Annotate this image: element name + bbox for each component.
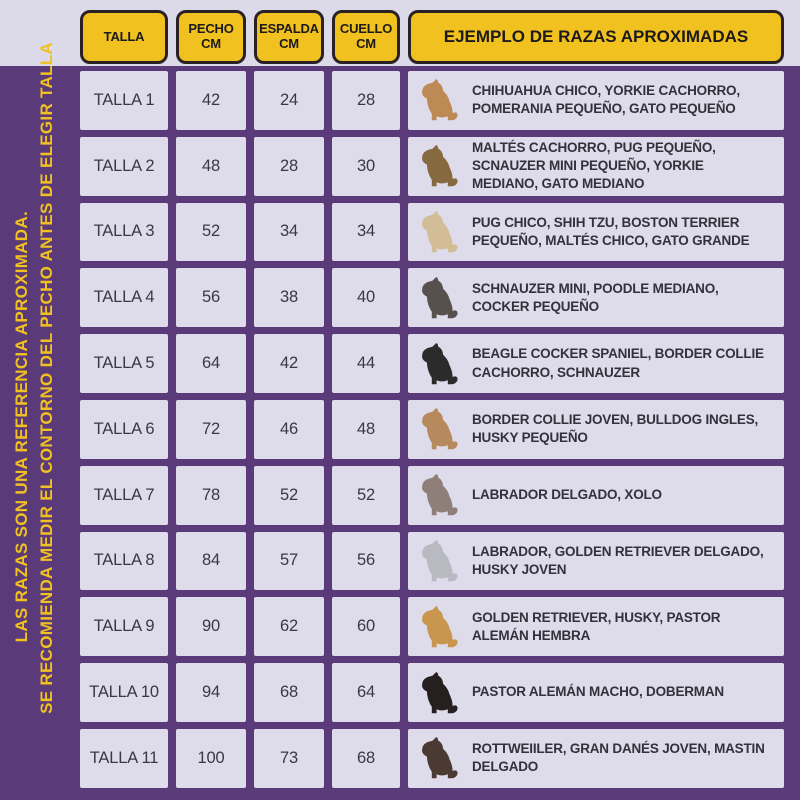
pecho-cell: 84 [176,531,246,591]
header-talla: TALLA [80,10,168,64]
talla-cell: TALLA 9 [80,597,168,657]
breeds-cell: GOLDEN RETRIEVER, HUSKY, PASTOR ALEMÁN H… [408,597,784,657]
breeds-cell: LABRADOR, GOLDEN RETRIEVER DELGADO, HUSK… [408,531,784,591]
breeds-text: PASTOR ALEMÁN MACHO, DOBERMAN [472,684,724,700]
breeds-cell: ROTTWEIILER, GRAN DANÉS JOVEN, MASTIN DE… [408,728,784,788]
header-pecho-label: PECHO [188,21,234,37]
breeds-text: GOLDEN RETRIEVER, HUSKY, PASTOR ALEMÁN H… [472,609,721,643]
talla-cell: TALLA 8 [80,531,168,591]
sidebar-note-line1: LAS RAZAS SON UNA REFERENCIA APROXIMADA. [12,210,31,642]
cuello-cell: 40 [332,268,400,328]
chihuahua-icon [418,76,460,124]
espalda-cell: 73 [254,728,324,788]
talla-cell: TALLA 6 [80,399,168,459]
cuello-cell: 52 [332,465,400,525]
cuello-cell: 48 [332,399,400,459]
talla-cell: TALLA 4 [80,268,168,328]
espalda-cell: 46 [254,399,324,459]
breeds-text: BORDER COLLIE JOVEN, BULLDOG INGLES, HUS… [472,412,759,446]
header-espalda: ESPALDA CM [254,10,324,64]
espalda-cell: 28 [254,136,324,196]
header-ejemplo: EJEMPLO DE RAZAS APROXIMADAS [408,10,784,64]
breeds-text: ROTTWEIILER, GRAN DANÉS JOVEN, MASTIN DE… [472,741,765,775]
dalmatian-icon [418,537,460,585]
espalda-cell: 57 [254,531,324,591]
espalda-cell: 52 [254,465,324,525]
yorkie-icon [418,142,460,190]
breeds-cell: PUG CHICO, SHIH TZU, BOSTON TERRIER PEQU… [408,202,784,262]
pecho-cell: 100 [176,728,246,788]
talla-cell: TALLA 11 [80,728,168,788]
header-espalda-unit: CM [279,36,299,51]
breeds-cell: BORDER COLLIE JOVEN, BULLDOG INGLES, HUS… [408,399,784,459]
breeds-text: SCHNAUZER MINI, POODLE MEDIANO, COCKER P… [472,280,719,314]
header-cuello-unit: CM [356,36,376,51]
pecho-cell: 56 [176,268,246,328]
cuello-cell: 60 [332,597,400,657]
talla-cell: TALLA 2 [80,136,168,196]
header-ejemplo-label: EJEMPLO DE RAZAS APROXIMADAS [443,27,749,47]
pecho-cell: 72 [176,399,246,459]
pecho-cell: 48 [176,136,246,196]
espalda-cell: 62 [254,597,324,657]
header-pecho-unit: CM [201,36,221,51]
pecho-cell: 64 [176,334,246,393]
breeds-text: MALTÉS CACHORRO, PUG PEQUEÑO, SCNAUZER M… [472,139,716,192]
header-cuello-label: CUELLO [339,21,393,37]
breeds-cell: MALTÉS CACHORRO, PUG PEQUEÑO, SCNAUZER M… [408,136,784,196]
espalda-cell: 38 [254,268,324,328]
pecho-cell: 94 [176,663,246,722]
espalda-cell: 34 [254,202,324,262]
breeds-cell: LABRADOR DELGADO, XOLO [408,465,784,525]
cuello-cell: 34 [332,202,400,262]
xolo-icon [418,471,460,519]
talla-cell: TALLA 7 [80,465,168,525]
espalda-cell: 24 [254,71,324,130]
pecho-cell: 78 [176,465,246,525]
shih-tzu-icon [418,208,460,256]
breeds-cell: BEAGLE COCKER SPANIEL, BORDER COLLIE CAC… [408,334,784,393]
cuello-cell: 28 [332,71,400,130]
breeds-cell: PASTOR ALEMÁN MACHO, DOBERMAN [408,663,784,722]
espalda-cell: 42 [254,334,324,393]
talla-cell: TALLA 1 [80,71,168,130]
cuello-cell: 56 [332,531,400,591]
breeds-cell: CHIHUAHUA CHICO, YORKIE CACHORRO, POMERA… [408,71,784,130]
header-pecho: PECHO CM [176,10,246,64]
breeds-text: CHIHUAHUA CHICO, YORKIE CACHORRO, POMERA… [472,83,740,117]
cuello-cell: 68 [332,728,400,788]
cuello-cell: 64 [332,663,400,722]
sidebar-note-line2: SE RECOMIENDA MEDIR EL CONTORNO DEL PECH… [37,42,56,714]
breeds-text: LABRADOR DELGADO, XOLO [472,487,662,503]
golden-retriever-icon [418,603,460,651]
header-talla-label: TALLA [103,28,145,44]
schnauzer-icon [418,274,460,322]
talla-cell: TALLA 3 [80,202,168,262]
size-table: TALLA PECHO CM ESPALDA CM CUELLO CM EJEM… [80,10,784,788]
pecho-cell: 42 [176,71,246,130]
breeds-cell: SCHNAUZER MINI, POODLE MEDIANO, COCKER P… [408,268,784,328]
cuello-cell: 30 [332,136,400,196]
breeds-text: BEAGLE COCKER SPANIEL, BORDER COLLIE CAC… [472,346,764,380]
talla-cell: TALLA 10 [80,663,168,722]
breeds-text: PUG CHICO, SHIH TZU, BOSTON TERRIER PEQU… [472,214,750,248]
breeds-text: LABRADOR, GOLDEN RETRIEVER DELGADO, HUSK… [472,543,764,577]
espalda-cell: 68 [254,663,324,722]
pecho-cell: 52 [176,202,246,262]
border-collie-icon [418,340,460,388]
header-espalda-label: ESPALDA [259,21,319,37]
bulldog-icon [418,405,460,453]
rottweiler-icon [418,734,460,782]
pecho-cell: 90 [176,597,246,657]
doberman-icon [418,669,460,717]
talla-cell: TALLA 5 [80,334,168,393]
header-cuello: CUELLO CM [332,10,400,64]
cuello-cell: 44 [332,334,400,393]
